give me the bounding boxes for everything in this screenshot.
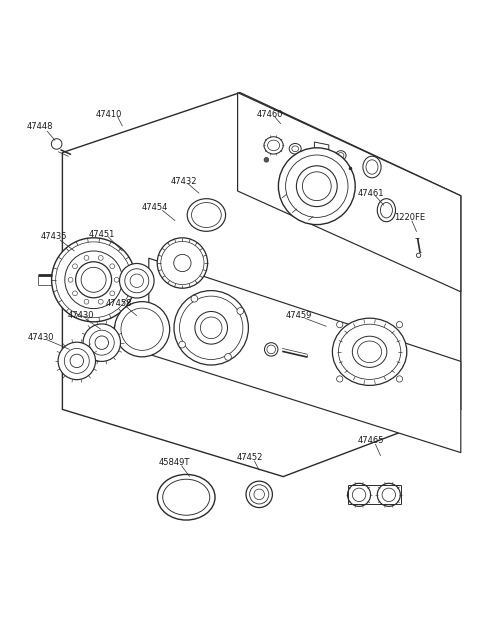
Text: 47432: 47432 [170,177,197,186]
Ellipse shape [396,376,403,382]
Ellipse shape [70,354,84,368]
Ellipse shape [163,479,210,515]
Ellipse shape [246,481,273,508]
Ellipse shape [65,251,122,309]
Ellipse shape [72,291,77,295]
Ellipse shape [51,139,62,149]
Ellipse shape [200,317,222,338]
Ellipse shape [157,475,215,520]
Ellipse shape [98,299,103,304]
Ellipse shape [52,238,136,322]
Ellipse shape [297,166,337,207]
Ellipse shape [157,238,207,288]
Ellipse shape [180,296,243,360]
Ellipse shape [302,172,331,201]
Ellipse shape [64,348,89,373]
Polygon shape [149,258,461,453]
Ellipse shape [120,264,154,298]
Ellipse shape [267,345,276,354]
Ellipse shape [84,256,89,260]
Ellipse shape [81,267,106,292]
Text: 45849T: 45849T [158,458,190,466]
Ellipse shape [95,336,108,350]
Ellipse shape [125,269,149,293]
Text: 47430: 47430 [28,333,54,342]
Ellipse shape [250,485,269,504]
Text: 47454: 47454 [142,203,168,212]
Ellipse shape [254,489,264,499]
Text: 47430: 47430 [67,311,94,320]
Ellipse shape [366,160,378,174]
Ellipse shape [337,152,344,159]
Ellipse shape [382,488,396,501]
Ellipse shape [110,264,115,269]
Ellipse shape [121,308,163,350]
Text: 1220FE: 1220FE [394,213,425,222]
Ellipse shape [289,144,301,154]
Ellipse shape [174,254,191,272]
Ellipse shape [237,308,244,314]
Ellipse shape [114,277,119,282]
Text: 47410: 47410 [96,109,122,119]
Ellipse shape [114,302,169,357]
Ellipse shape [348,483,371,506]
Ellipse shape [278,148,355,225]
Ellipse shape [352,337,387,368]
Ellipse shape [76,262,111,298]
Text: 47451: 47451 [89,230,115,239]
Ellipse shape [338,324,401,379]
Text: 47461: 47461 [358,189,384,198]
Ellipse shape [130,274,144,287]
Ellipse shape [377,198,396,221]
Ellipse shape [58,342,96,379]
Ellipse shape [84,299,89,304]
Ellipse shape [267,140,279,151]
Text: 47452: 47452 [236,453,263,462]
Polygon shape [62,93,461,476]
Ellipse shape [363,156,381,178]
Ellipse shape [377,483,400,506]
Text: 47435: 47435 [41,232,67,241]
Ellipse shape [352,488,366,501]
Ellipse shape [56,242,132,318]
Ellipse shape [187,198,226,231]
Ellipse shape [225,353,231,360]
Ellipse shape [264,137,283,154]
Ellipse shape [336,322,343,328]
Ellipse shape [381,203,393,218]
Ellipse shape [89,330,114,355]
Text: 47448: 47448 [26,122,53,131]
Ellipse shape [72,264,77,269]
Ellipse shape [336,376,343,382]
Ellipse shape [264,343,278,356]
Ellipse shape [83,324,120,361]
Ellipse shape [68,277,73,282]
Ellipse shape [292,146,299,152]
Polygon shape [238,93,461,292]
Text: 47465: 47465 [358,436,384,445]
Ellipse shape [286,155,348,218]
Ellipse shape [333,318,407,386]
Ellipse shape [336,151,346,160]
Ellipse shape [358,341,382,363]
Ellipse shape [161,241,204,285]
Ellipse shape [192,203,221,228]
Ellipse shape [191,295,198,302]
Text: 47458: 47458 [106,299,132,309]
Ellipse shape [98,256,103,260]
Ellipse shape [396,322,403,328]
Text: 47459: 47459 [286,311,312,320]
Ellipse shape [264,157,269,162]
Polygon shape [314,142,329,152]
Text: 47460: 47460 [257,109,283,119]
Ellipse shape [195,312,228,344]
Ellipse shape [179,341,185,348]
Ellipse shape [110,291,115,295]
Ellipse shape [174,290,249,365]
Ellipse shape [416,253,420,258]
